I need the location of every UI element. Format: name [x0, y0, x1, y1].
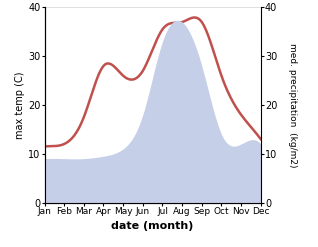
Y-axis label: med. precipitation  (kg/m2): med. precipitation (kg/m2) [288, 43, 297, 167]
X-axis label: date (month): date (month) [111, 221, 194, 231]
Y-axis label: max temp (C): max temp (C) [15, 71, 25, 139]
